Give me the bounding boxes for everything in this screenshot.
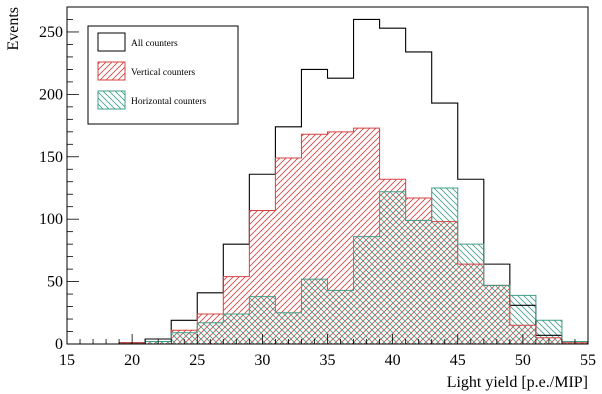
series-line-horizontal-counters (119, 187, 589, 345)
bar-horizontal-counters-3 (197, 322, 224, 344)
bar-horizontal-counters-2 (171, 332, 198, 344)
legend-swatch-all-counters (97, 32, 126, 52)
legend-label-vertical-counters: Vertical counters (131, 68, 195, 78)
legend-label-horizontal-counters: Horizontal counters (131, 97, 206, 107)
x-tick-label: 25 (189, 352, 205, 369)
x-tick-label: 35 (320, 352, 336, 369)
x-tick-label: 40 (385, 352, 401, 369)
y-tick-label: 100 (39, 211, 63, 228)
y-tick-labels: 0 50 100 150 200 250 (39, 24, 63, 353)
y-tick-label: 150 (39, 149, 63, 166)
x-tick-label: 50 (515, 352, 531, 369)
plot-area (66, 6, 589, 345)
bar-horizontal-counters-10 (379, 191, 406, 344)
bars-layer (119, 128, 588, 344)
bar-horizontal-counters-8 (327, 290, 354, 344)
bar-horizontal-counters-13 (457, 244, 484, 344)
bar-horizontal-counters-14 (483, 285, 510, 344)
x-tick-label: 45 (450, 352, 466, 369)
y-tick-label: 200 (39, 86, 63, 103)
bar-horizontal-counters-9 (353, 236, 380, 344)
bar-horizontal-counters-6 (275, 312, 302, 344)
legend-swatch-horizontal-counters (97, 90, 126, 110)
bar-horizontal-counters-7 (301, 279, 328, 344)
series-lines-layer (118, 18, 589, 345)
y-tick-label: 0 (55, 336, 63, 353)
x-tick-label: 15 (59, 352, 75, 369)
y-tick-label: 250 (39, 24, 63, 41)
x-axis-title: Light yield [p.e./MIP] (447, 374, 588, 391)
legend-label-all-counters: All counters (131, 39, 178, 49)
bar-horizontal-counters-11 (405, 220, 432, 344)
x-tick-label: 20 (124, 352, 140, 369)
legend: All counters Vertical counters Horizonta… (87, 25, 239, 125)
x-tick-label: 30 (254, 352, 270, 369)
x-tick-labels: 15 20 25 30 35 40 45 50 55 (59, 352, 596, 369)
y-axis-title: Events (5, 7, 22, 51)
ticks-layer (66, 6, 589, 345)
x-tick-label: 55 (580, 352, 596, 369)
y-tick-label: 50 (47, 274, 63, 291)
legend-swatch-vertical-counters (97, 61, 126, 81)
bar-horizontal-counters-12 (431, 187, 458, 344)
